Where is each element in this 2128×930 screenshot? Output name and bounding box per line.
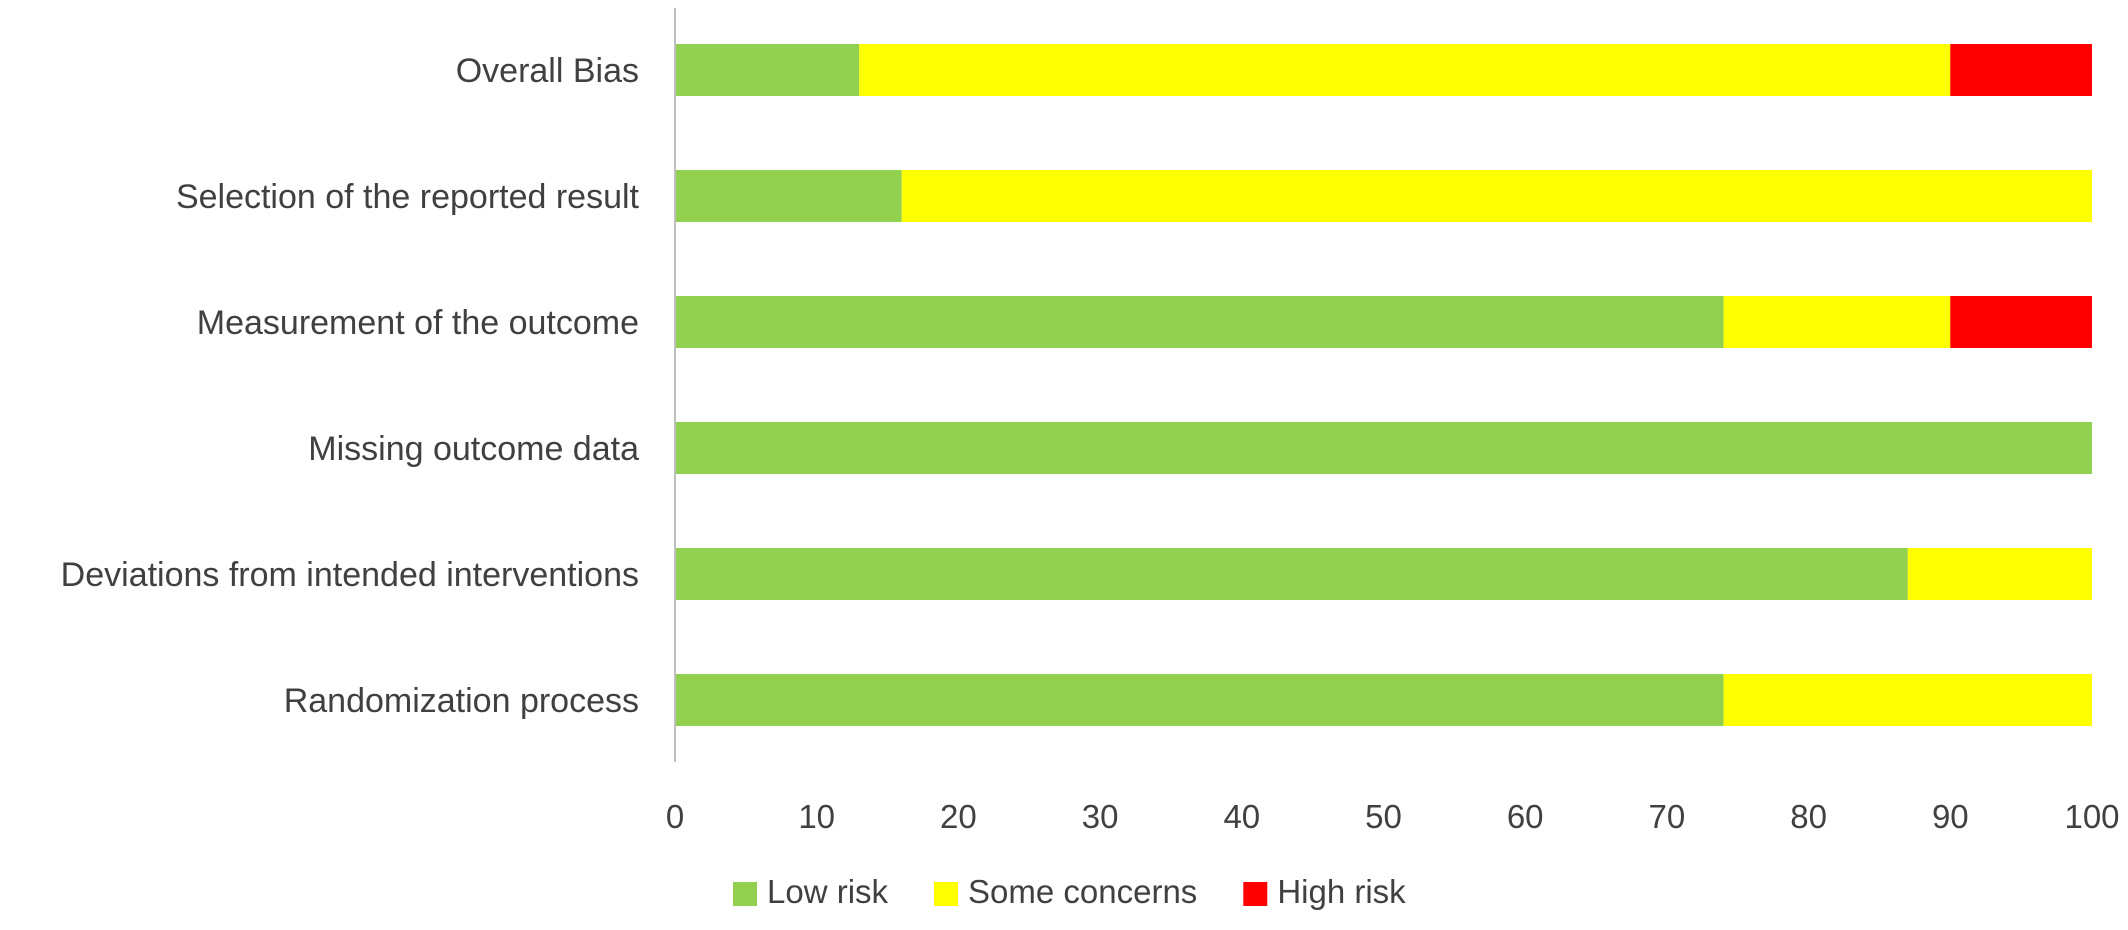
x-tick-label: 20 [940,798,977,835]
legend-item-high-risk: High risk [1243,873,1406,910]
bar-some-concerns-0 [859,44,1951,96]
bar-some-concerns-4 [1907,548,2092,600]
bar-low-risk-0 [675,44,860,96]
bar-high-risk-0 [1950,44,2092,96]
legend-label: Low risk [767,873,889,910]
bar-low-risk-2 [675,296,1724,348]
x-tick-label: 80 [1790,798,1827,835]
legend: Low risk Some concerns High risk [733,873,1406,910]
x-tick-label: 40 [1223,798,1260,835]
x-tick-label: 10 [798,798,835,835]
category-label: Deviations from intended interventions [61,556,639,594]
x-tick-label: 60 [1507,798,1544,835]
bar-high-risk-2 [1950,296,2092,348]
legend-label: Some concerns [968,873,1197,910]
category-label: Missing outcome data [308,430,639,468]
bars-layer [675,44,2092,726]
bar-low-risk-1 [675,170,902,222]
bar-low-risk-5 [675,674,1724,726]
bar-some-concerns-1 [901,170,2092,222]
x-tick-label: 0 [666,798,684,835]
category-label: Randomization process [284,682,639,720]
bar-low-risk-4 [675,548,1908,600]
x-tick-labels: 0 10 20 30 40 50 60 70 80 90 100 [666,798,2120,835]
category-labels: Overall Bias Selection of the reported re… [61,52,640,720]
bar-some-concerns-5 [1723,674,2092,726]
category-label: Selection of the reported result [176,178,640,216]
x-tick-label: 70 [1649,798,1686,835]
legend-item-some-concerns: Some concerns [934,873,1197,910]
bar-some-concerns-2 [1723,296,1951,348]
legend-swatch [733,882,757,906]
legend-item-low-risk: Low risk [733,873,889,910]
legend-label: High risk [1277,873,1406,910]
category-label: Measurement of the outcome [197,304,639,342]
legend-swatch [934,882,959,906]
legend-swatch [1243,882,1268,906]
category-label: Overall Bias [456,52,639,90]
bar-low-risk-3 [675,422,2092,474]
x-tick-label: 50 [1365,798,1402,835]
x-tick-label: 90 [1932,798,1969,835]
x-tick-label: 100 [2064,798,2119,835]
x-tick-label: 30 [1082,798,1119,835]
